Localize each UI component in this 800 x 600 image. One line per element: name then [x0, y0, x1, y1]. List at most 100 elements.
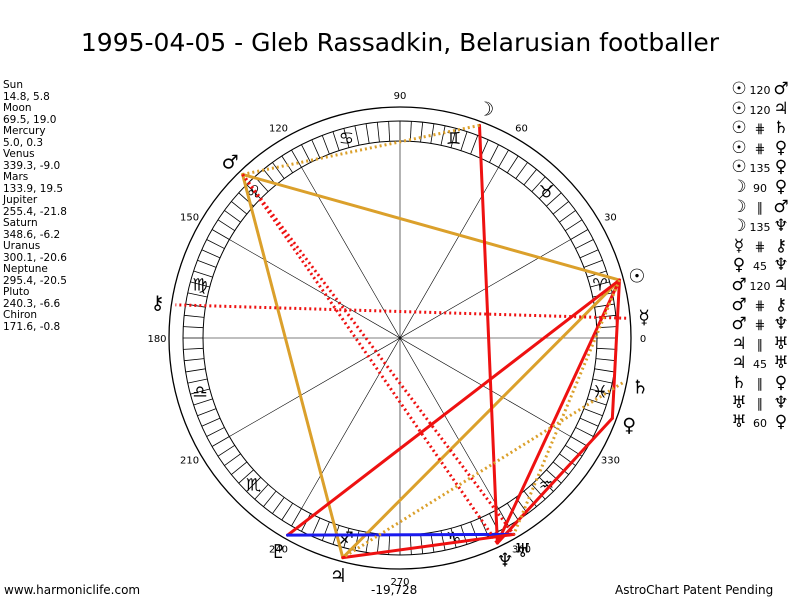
- planet-coords-mercury: 5.0, 0.3: [3, 136, 44, 149]
- aspect-type: 45: [753, 358, 767, 372]
- planet-glyph-mars: ♂: [222, 151, 239, 173]
- degree-tick: [590, 388, 610, 395]
- degree-tick: [570, 436, 589, 447]
- aspect-planet-glyph: ☽: [731, 176, 747, 197]
- degree-tick: [321, 521, 330, 541]
- minor-aspect-line: [242, 123, 480, 176]
- aspect-planet-glyph: ☽: [731, 216, 747, 237]
- degree-tick: [594, 303, 615, 308]
- aspect-type: ⋕: [754, 122, 766, 138]
- aspect-planet-glyph: ☉: [731, 157, 747, 178]
- planet-coords-moon: 69.5, 19.0: [3, 113, 57, 126]
- degree-tick: [594, 368, 615, 373]
- major-aspect-line: [241, 172, 621, 282]
- aspect-type: 135: [749, 221, 771, 235]
- aspect-planet-glyph: ♅: [731, 392, 747, 413]
- major-aspect-line: [495, 278, 621, 545]
- aspect-row: ☽ ∥ ♂: [729, 197, 799, 218]
- degree-label: 60: [515, 124, 528, 135]
- planet-glyph-venus: ♀: [622, 415, 636, 437]
- degree-tick: [354, 125, 360, 146]
- degree-tick: [301, 144, 311, 163]
- planet-coords-uranus: 300.1, -20.6: [3, 251, 67, 264]
- planet-glyph-saturn: ♄: [632, 376, 649, 398]
- planet-name-chiron: Chiron: [3, 309, 38, 321]
- planet-glyph-pluto: ♇: [270, 541, 287, 563]
- aspect-row: ♃ 45 ♅: [729, 354, 799, 374]
- aspect-row: ♂ ⋕ ♆: [729, 315, 799, 335]
- aspect-type: 45: [753, 260, 767, 274]
- degree-tick: [546, 469, 562, 484]
- degree-tick: [596, 347, 617, 350]
- aspect-row: ♀ 45 ♆: [729, 256, 799, 276]
- major-aspect-line: [241, 172, 345, 560]
- planet-name-jupiter: Jupiter: [3, 194, 38, 206]
- planet-name-neptune: Neptune: [3, 263, 48, 275]
- degree-tick: [579, 417, 599, 427]
- degree-tick: [531, 176, 546, 192]
- degree-tick: [184, 358, 205, 362]
- minor-aspect-line: [241, 173, 499, 544]
- degree-tick: [272, 162, 285, 179]
- zodiac-sign-glyph: ♍: [192, 275, 207, 295]
- degree-tick: [224, 453, 241, 466]
- degree-tick: [460, 131, 468, 151]
- major-aspect-line: [477, 123, 499, 545]
- planet-glyph-uranus: ♅: [514, 540, 531, 562]
- degree-tick: [201, 249, 221, 259]
- degree-tick: [579, 249, 599, 259]
- degree-tick: [187, 378, 208, 384]
- minor-aspect-line: [241, 173, 516, 536]
- degree-tick: [470, 135, 479, 155]
- aspect-planet-glyph: ♂: [731, 294, 747, 315]
- planet-coords-jupiter: 255.4, -21.8: [3, 205, 67, 218]
- aspect-type: ⋕: [754, 141, 766, 157]
- degree-tick: [409, 121, 412, 142]
- aspect-type: ∥: [756, 337, 764, 353]
- footer-website-link[interactable]: www.harmoniclife.com: [4, 583, 141, 597]
- degree-tick: [332, 131, 340, 151]
- aspect-type: ∥: [756, 396, 764, 412]
- degree-tick: [211, 436, 230, 447]
- degree-tick: [365, 123, 370, 144]
- major-aspect-line: [341, 278, 621, 560]
- planet-name-sun: Sun: [3, 79, 23, 91]
- major-aspect-line: [341, 532, 516, 560]
- degree-label: 120: [269, 124, 288, 135]
- aspect-planet-glyph: ♃: [773, 98, 789, 119]
- degree-tick: [570, 229, 589, 240]
- planet-coords-saturn: 348.6, -6.2: [3, 228, 61, 241]
- planet-coords-neptune: 295.4, -20.5: [3, 274, 67, 287]
- aspect-planet-glyph: ♄: [731, 372, 747, 393]
- major-aspect-line: [610, 278, 621, 420]
- planet-name-saturn: Saturn: [3, 217, 38, 229]
- aspect-planet-glyph: ♀: [774, 137, 788, 158]
- degree-label: 240: [269, 544, 288, 555]
- aspect-type: 120: [749, 279, 771, 293]
- degree-tick: [515, 162, 528, 179]
- degree-tick: [224, 210, 241, 223]
- degree-tick: [311, 517, 321, 537]
- chart-title: 1995-04-05 - Gleb Rassadkin, Belarusian …: [80, 28, 720, 57]
- zodiac-sign-glyph: ♉: [539, 183, 554, 203]
- degree-tick: [291, 508, 302, 527]
- aspect-list: ☉ 120 ♂ ☉ 120 ♃ ☉ ⋕ ♄ ☉ ⋕ ♀ ☉ 135 ♀ ☽ 90 ♀ ☽ ∥ ♂ ☽ 135 ♆ ☿ ⋕ ⚷ ♀ 45 ♆…: [729, 79, 799, 433]
- degree-tick: [193, 270, 213, 278]
- aspect-row: ☉ ⋕ ♄: [729, 119, 799, 139]
- aspect-type: 60: [753, 417, 767, 431]
- degree-tick: [583, 259, 603, 268]
- zodiac-sign-glyph: ♒: [539, 475, 554, 495]
- aspect-type: ∥: [756, 376, 764, 392]
- degree-tick: [575, 239, 594, 249]
- aspect-planet-glyph: ☉: [731, 79, 747, 99]
- degree-tick: [190, 388, 210, 395]
- degree-label: 180: [147, 334, 166, 345]
- planet-glyph-moon: ☽: [477, 99, 494, 121]
- degree-tick: [559, 210, 576, 223]
- degree-tick: [523, 169, 537, 186]
- zodiac-sign-glyph: ♊: [446, 129, 461, 149]
- degree-tick: [376, 533, 380, 554]
- planet-name-mars: Mars: [3, 171, 29, 183]
- degree-tick: [343, 128, 350, 148]
